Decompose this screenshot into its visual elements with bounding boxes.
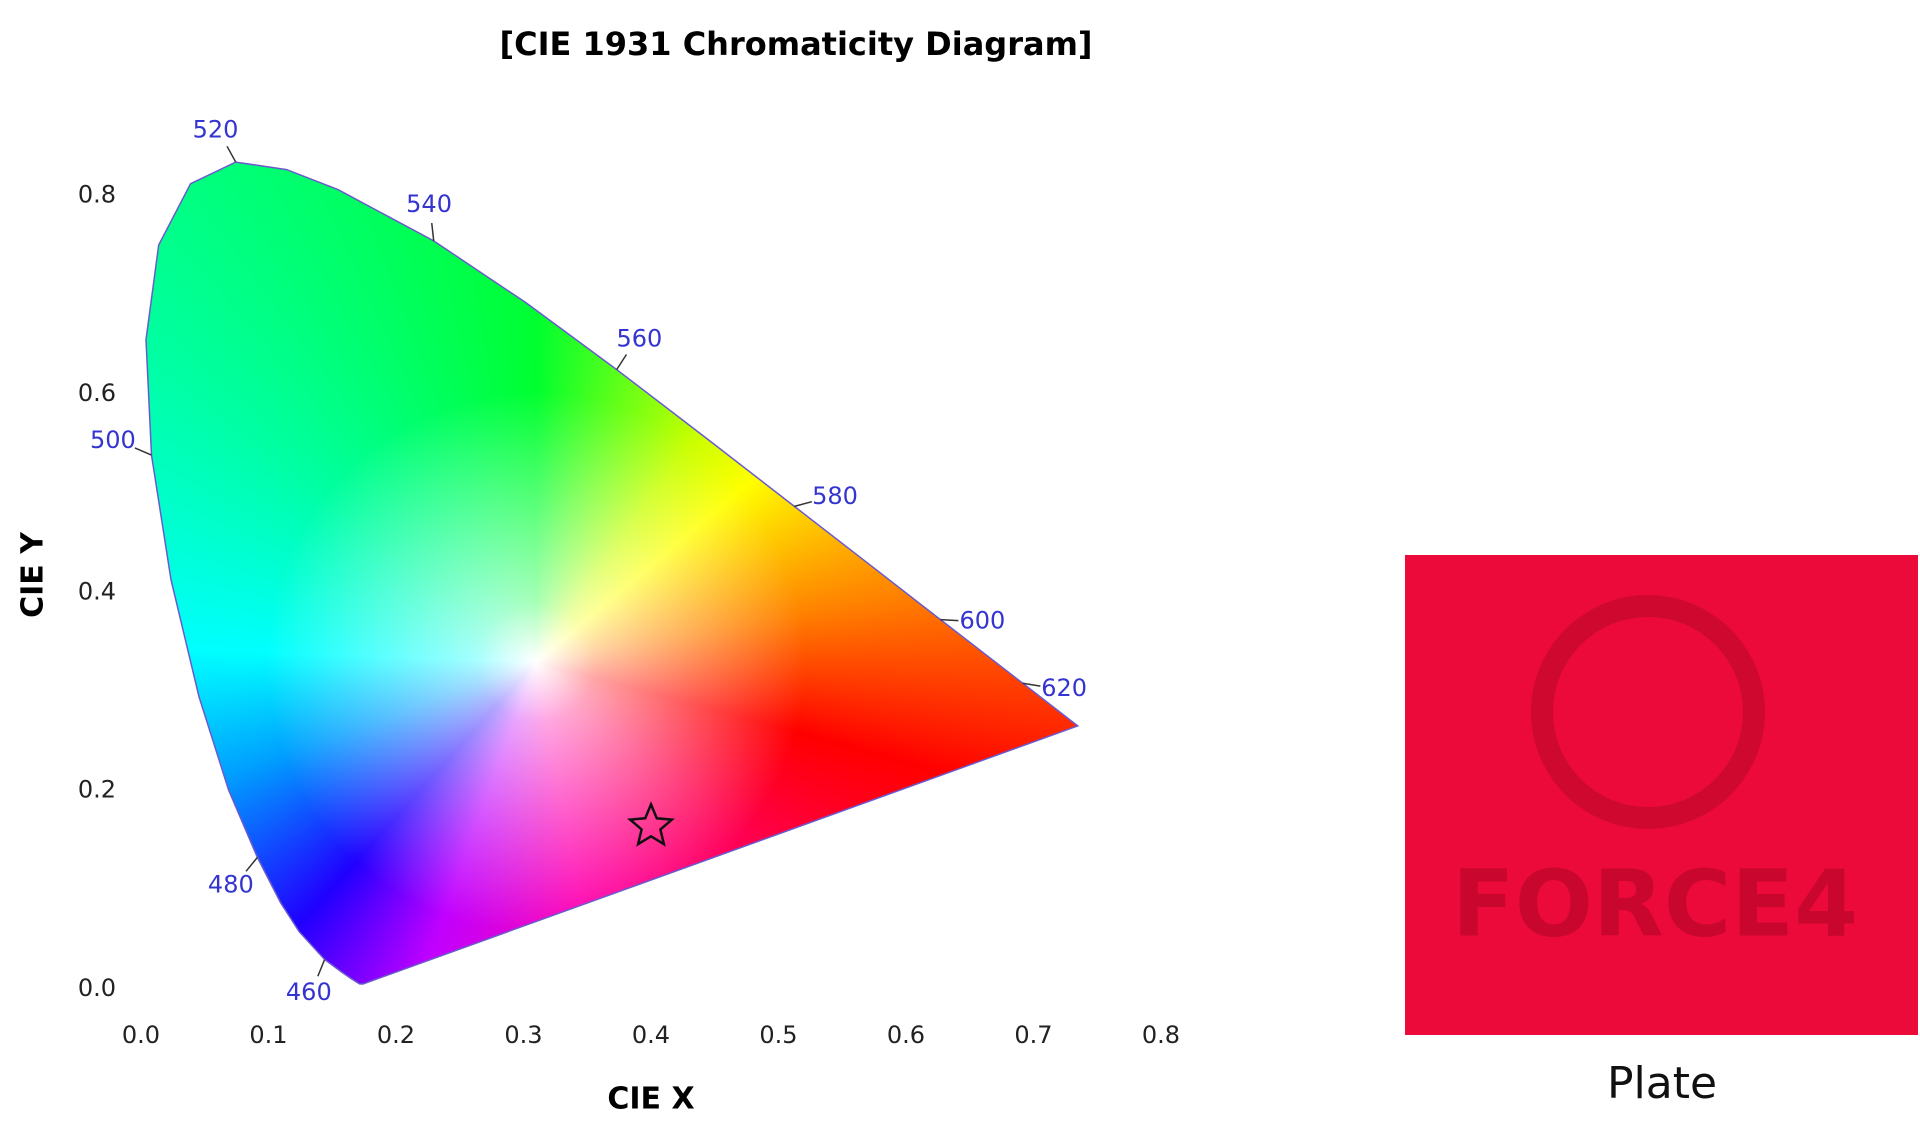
x-tick-label: 0.8 (1142, 1021, 1180, 1049)
y-axis-label: CIE Y (16, 531, 51, 618)
gamut-fill (146, 162, 1078, 985)
y-tick-label: 0.4 (78, 577, 116, 605)
wavelength-tick (317, 959, 326, 977)
y-tick-label: 0.8 (78, 181, 116, 209)
y-tick-label: 0.6 (78, 379, 116, 407)
wavelength-label: 500 (90, 426, 136, 454)
marker-star (627, 801, 675, 847)
x-tick-label: 0.2 (377, 1021, 415, 1049)
x-tick-label: 0.5 (759, 1021, 797, 1049)
wavelength-tick (616, 354, 628, 371)
plate-logo-ring (1531, 595, 1765, 829)
x-tick-label: 0.4 (632, 1021, 670, 1049)
wavelength-tick (1022, 682, 1041, 687)
y-tick-label: 0.0 (78, 974, 116, 1002)
wavelength-label: 620 (1041, 674, 1087, 702)
plate-caption: Plate (1607, 1058, 1717, 1109)
wavelength-tick (940, 618, 959, 622)
spectral-locus (145, 161, 1080, 985)
plate-logo: FORCE4 (1452, 850, 1858, 957)
wavelength-tick (430, 222, 435, 241)
wavelength-tick (245, 856, 258, 872)
x-axis-label: CIE X (607, 1082, 694, 1117)
x-tick-label: 0.7 (1014, 1021, 1052, 1049)
x-tick-label: 0.1 (249, 1021, 287, 1049)
wavelength-label: 480 (208, 870, 254, 898)
x-tick-label: 0.0 (122, 1021, 160, 1049)
wavelength-label: 460 (286, 978, 332, 1006)
wavelength-label: 520 (193, 116, 239, 144)
wavelength-label: 560 (616, 324, 662, 352)
x-tick-label: 0.6 (887, 1021, 925, 1049)
x-tick-label: 0.3 (504, 1021, 542, 1049)
wavelength-label: 540 (406, 190, 452, 218)
wavelength-tick (226, 145, 237, 163)
wavelength-label: 580 (812, 482, 858, 510)
wavelength-tick (794, 500, 813, 508)
wavelength-label: 600 (959, 607, 1005, 635)
plate: FORCE4 Plate (1405, 555, 1918, 1109)
plate-image (1405, 555, 1918, 1035)
y-tick-label: 0.2 (78, 776, 116, 804)
chart-title: [CIE 1931 Chromaticity Diagram] (499, 25, 1092, 63)
wavelength-tick (134, 447, 152, 456)
